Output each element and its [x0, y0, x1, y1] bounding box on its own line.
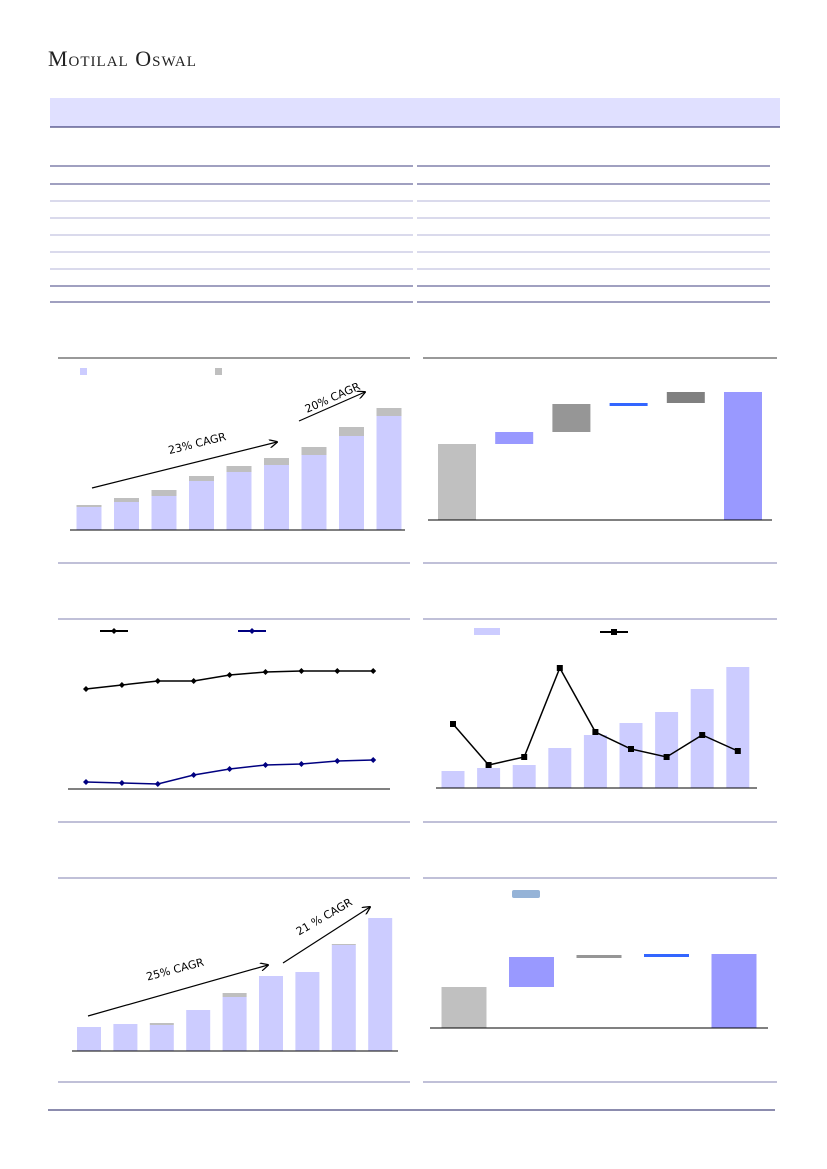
- line-marker: [190, 678, 197, 684]
- line-marker: [262, 762, 269, 768]
- waterfall-bar: [644, 954, 689, 957]
- bar-segment: [264, 465, 289, 530]
- bar-segment: [226, 472, 252, 530]
- table-lines: [50, 165, 770, 303]
- bar: [548, 748, 572, 788]
- bar-segment: [368, 918, 393, 1051]
- bar-segment: [189, 481, 214, 530]
- bar-segment: [186, 1010, 211, 1051]
- line-marker: [190, 772, 197, 778]
- line-marker: [521, 754, 528, 760]
- bar: [726, 667, 750, 788]
- bar: [441, 771, 465, 788]
- section-band: [50, 98, 780, 127]
- bar-segment: [113, 1024, 138, 1051]
- bar-segment: [114, 498, 139, 502]
- line-marker: [663, 754, 670, 760]
- bar-segment: [331, 944, 356, 945]
- cagr-arrow: [298, 392, 365, 422]
- line-marker: [262, 669, 269, 675]
- waterfall-bar: [495, 432, 534, 444]
- bar-segment: [189, 476, 214, 481]
- line-marker: [734, 748, 741, 754]
- waterfall-bar: [666, 392, 705, 403]
- waterfall-bar: [509, 957, 554, 987]
- bar-segment: [76, 505, 102, 507]
- line-marker: [118, 780, 125, 786]
- waterfall-bar: [711, 954, 757, 1028]
- bar-segment: [149, 1025, 174, 1051]
- bar-segment: [301, 455, 327, 530]
- line-marker: [450, 721, 456, 727]
- bar-segment: [264, 458, 289, 465]
- line-marker: [226, 672, 233, 678]
- brand: Motilal Oswal: [48, 46, 197, 71]
- waterfall-bar: [724, 392, 762, 520]
- line-marker: [154, 781, 161, 787]
- legends: [80, 368, 628, 898]
- bar-segment: [259, 976, 283, 1051]
- line-marker: [592, 729, 599, 735]
- waterfall-bar: [552, 404, 591, 432]
- line-marker: [83, 686, 89, 692]
- bar: [477, 768, 501, 788]
- line-marker: [118, 682, 125, 688]
- line-marker: [485, 762, 492, 768]
- waterfall-bar: [438, 444, 476, 520]
- bar-segment: [149, 1023, 174, 1025]
- bar-segment: [114, 502, 139, 530]
- line-marker: [154, 678, 161, 684]
- line-marker: [334, 668, 341, 674]
- bar: [690, 689, 714, 788]
- bar-segment: [339, 436, 364, 530]
- bar-segment: [301, 447, 327, 455]
- bar-segment: [77, 1027, 101, 1051]
- bar-segment: [295, 972, 320, 1051]
- bar-segment: [222, 997, 247, 1051]
- waterfall-bar: [441, 987, 487, 1028]
- cagr-label: 23% CAGR: [167, 430, 228, 457]
- line-marker: [298, 761, 305, 767]
- bar-segment: [76, 507, 102, 530]
- line-marker: [370, 668, 377, 674]
- line-marker: [556, 665, 563, 671]
- line-marker: [226, 766, 233, 772]
- bar: [512, 765, 536, 788]
- chart-frames: [48, 357, 777, 1111]
- cagr-label: 20% CAGR: [303, 380, 363, 416]
- cagr-arrow: [91, 442, 277, 489]
- bar-segment: [226, 466, 252, 472]
- bar-segment: [376, 416, 402, 530]
- cagr-label: 21 % CAGR: [294, 896, 355, 939]
- bar-segment: [151, 490, 177, 496]
- waterfall-bar: [576, 955, 622, 958]
- bar: [655, 712, 679, 788]
- bar-segment: [151, 496, 177, 530]
- bar-segment: [376, 408, 402, 416]
- bar-segment: [331, 945, 356, 1051]
- line-marker: [370, 757, 377, 763]
- cagr-label: 25% CAGR: [145, 956, 206, 984]
- bar-segment: [222, 993, 247, 997]
- line-marker: [628, 746, 634, 752]
- bar: [619, 723, 643, 788]
- bar: [583, 735, 607, 788]
- line-marker: [83, 779, 89, 785]
- cagr-arrow: [282, 907, 370, 964]
- line-marker: [699, 732, 706, 738]
- cagr-arrow: [87, 965, 268, 1017]
- waterfall-bar: [609, 403, 648, 406]
- bar-segment: [339, 427, 364, 436]
- line-marker: [298, 668, 305, 674]
- line-marker: [334, 758, 341, 764]
